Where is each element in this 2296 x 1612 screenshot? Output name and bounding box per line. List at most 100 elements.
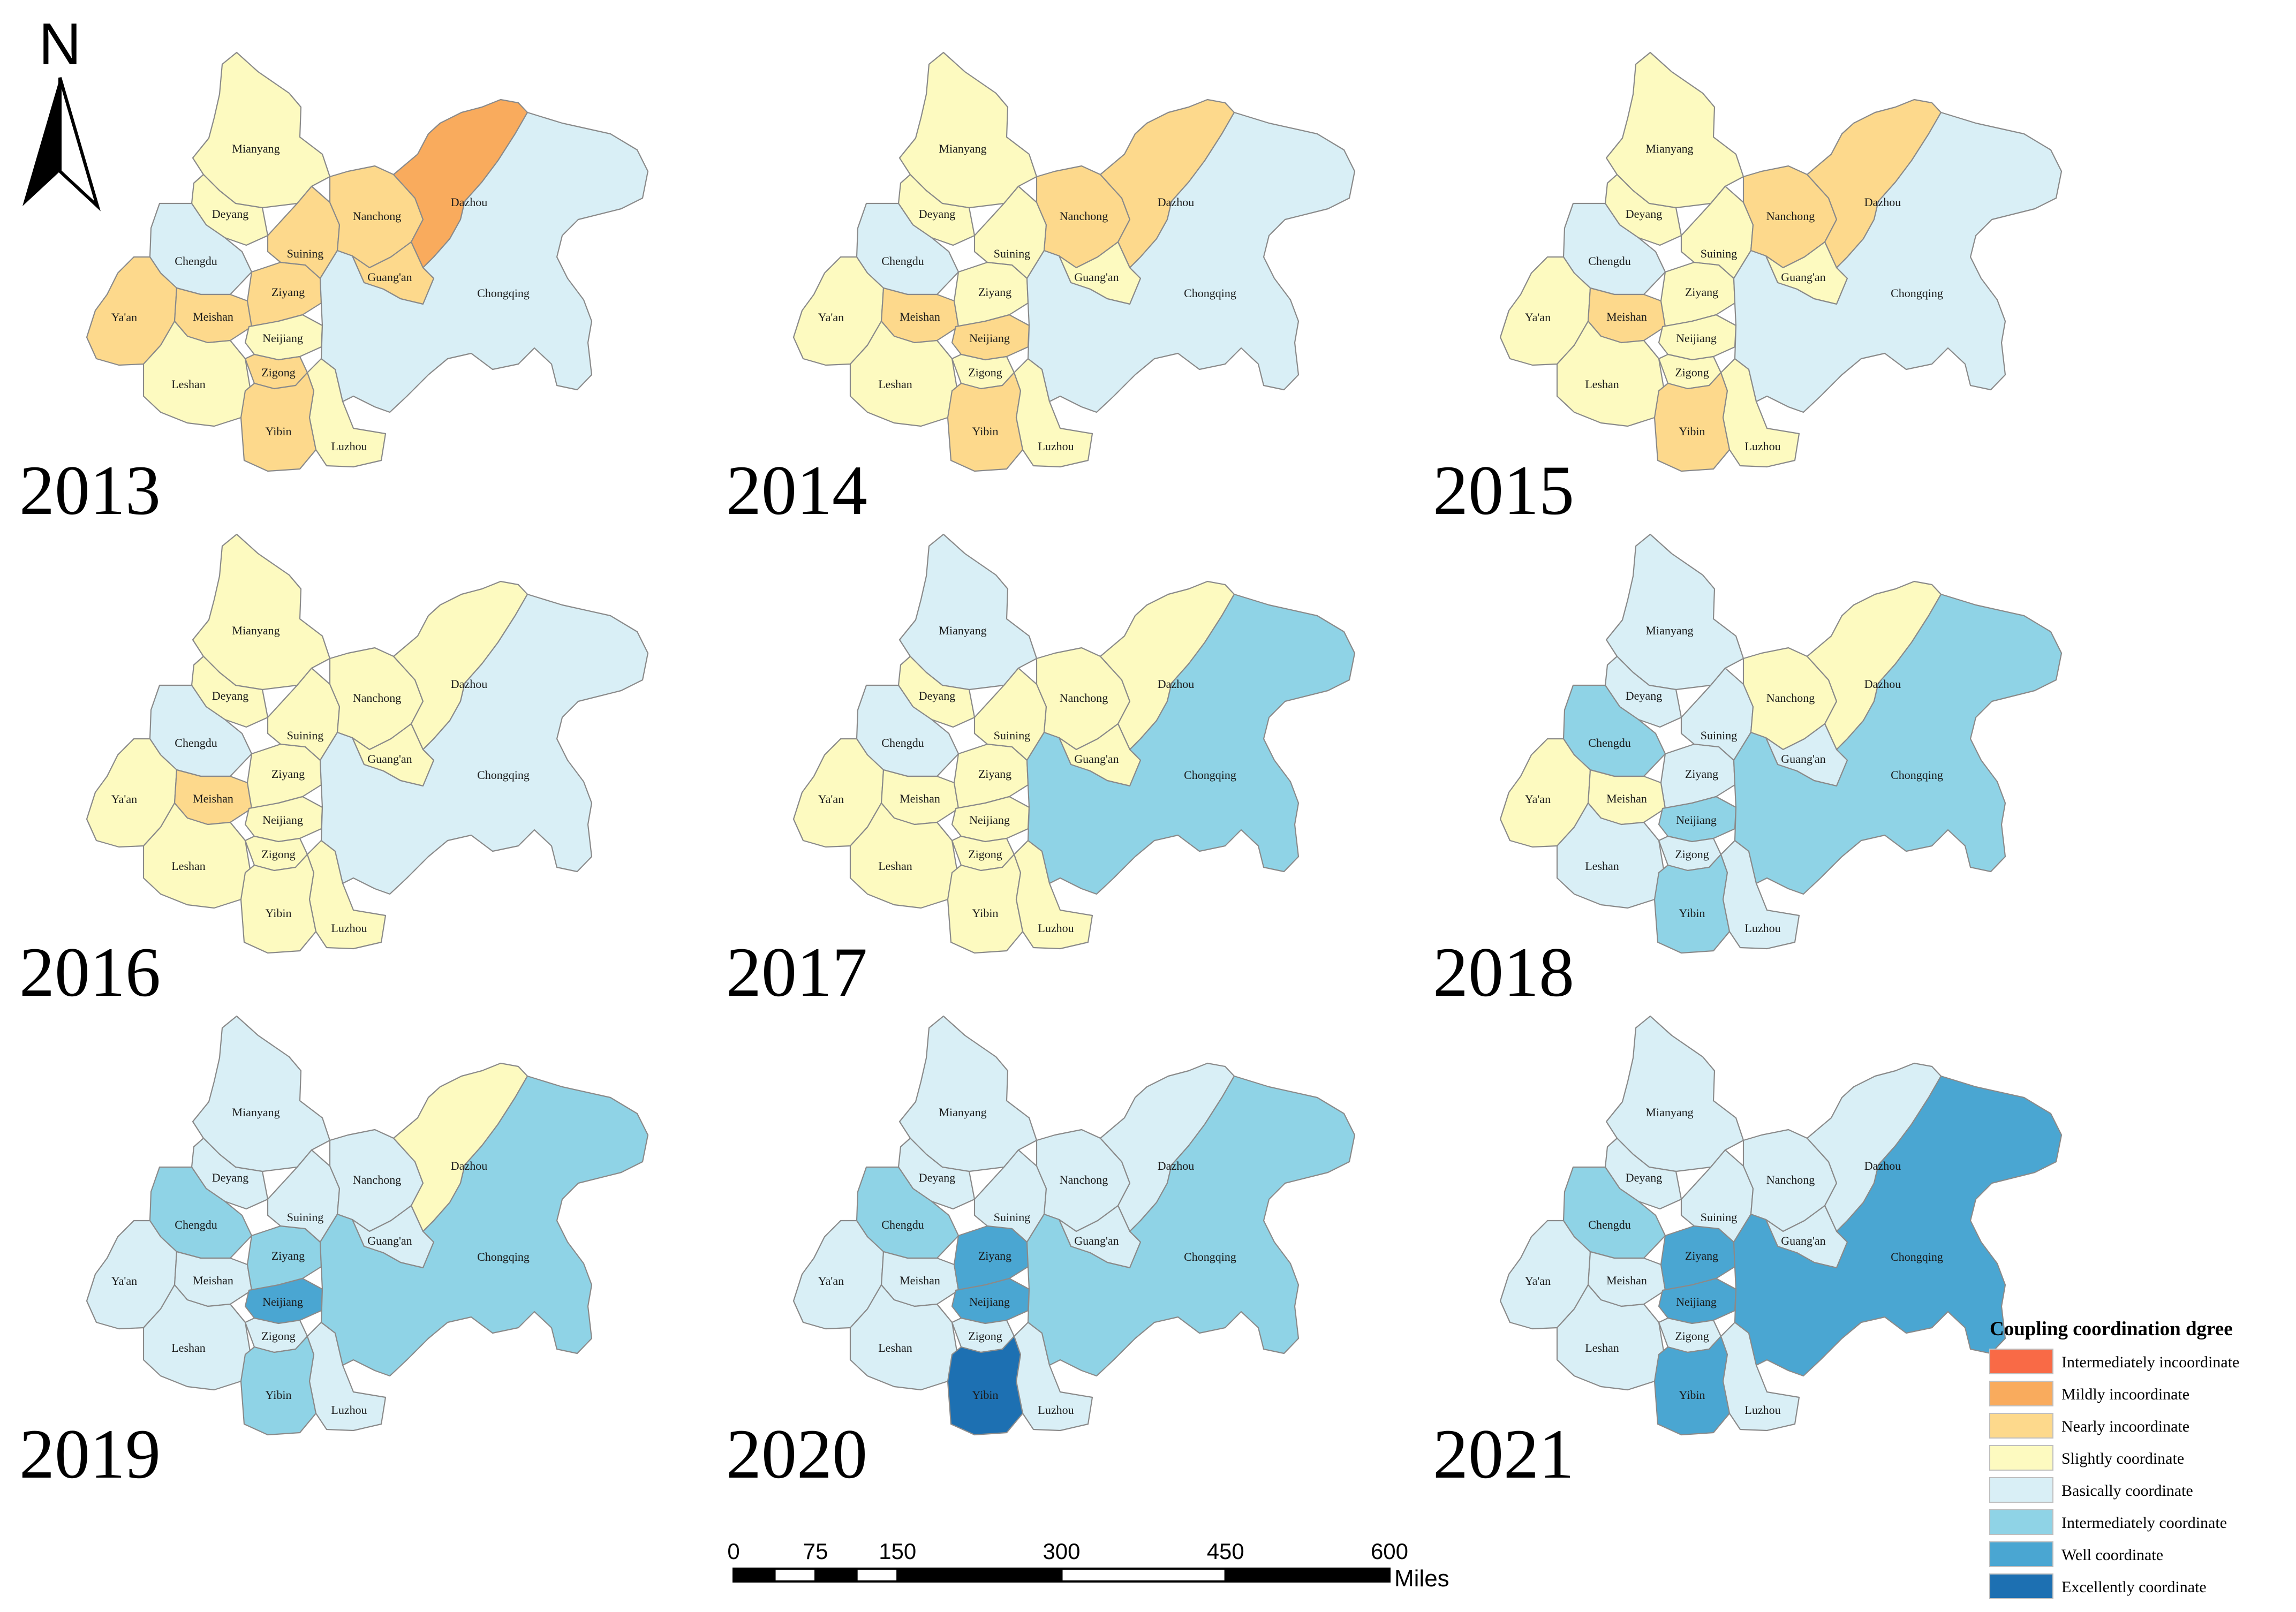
city-label-ziyang: Ziyang bbox=[978, 285, 1011, 299]
city-label-meishan: Meishan bbox=[900, 792, 940, 805]
map-panel-2013: Mianyang Deyang Chengdu Ya'an Meishan Leshan Z… bbox=[19, 51, 649, 529]
city-label-mianyang: Mianyang bbox=[232, 624, 280, 637]
city-label-leshan: Leshan bbox=[171, 377, 206, 391]
city-label-nanchong: Nanchong bbox=[1766, 209, 1815, 223]
map-panel-2019: Mianyang Deyang Chengdu Ya'an Meishan Leshan Z… bbox=[19, 1015, 649, 1493]
city-label-leshan: Leshan bbox=[878, 859, 912, 873]
city-label-yibin: Yibin bbox=[266, 425, 292, 438]
city-label-nanchong: Nanchong bbox=[353, 1173, 401, 1186]
city-label-nanchong: Nanchong bbox=[1060, 691, 1108, 705]
region-yaan bbox=[1499, 1220, 1591, 1330]
city-label-yibin: Yibin bbox=[266, 906, 292, 920]
region-neijiang bbox=[951, 314, 1030, 361]
legend-label: Intermediately incoordinate bbox=[2061, 1353, 2239, 1371]
city-label-yibin: Yibin bbox=[1679, 1388, 1705, 1402]
city-label-yaan: Ya'an bbox=[111, 311, 137, 324]
city-label-luzhou: Luzhou bbox=[1038, 921, 1074, 935]
city-label-yibin: Yibin bbox=[972, 906, 999, 920]
city-label-chengdu: Chengdu bbox=[881, 254, 924, 268]
region-neijiang bbox=[1658, 1277, 1737, 1325]
legend-swatch bbox=[1989, 1413, 2053, 1439]
city-label-chongqing: Chongqing bbox=[1184, 768, 1236, 782]
city-label-chengdu: Chengdu bbox=[881, 1218, 924, 1231]
year-label: 2020 bbox=[726, 1414, 867, 1493]
city-label-mianyang: Mianyang bbox=[939, 142, 986, 155]
city-label-chengdu: Chengdu bbox=[1588, 1218, 1630, 1231]
city-label-zigong: Zigong bbox=[1675, 847, 1709, 861]
scale-segment bbox=[732, 1568, 776, 1583]
city-label-deyang: Deyang bbox=[1626, 689, 1662, 702]
region-chongqing bbox=[1026, 1075, 1356, 1377]
city-label-luzhou: Luzhou bbox=[1038, 440, 1074, 453]
region-yaan bbox=[86, 256, 178, 366]
city-label-meishan: Meishan bbox=[193, 792, 233, 805]
city-label-luzhou: Luzhou bbox=[331, 921, 367, 935]
year-label: 2017 bbox=[726, 933, 867, 1011]
city-label-guangan: Guang'an bbox=[1781, 270, 1825, 284]
city-label-deyang: Deyang bbox=[1626, 1171, 1662, 1184]
scale-bar: 0 75 150 300 450 600 Miles bbox=[727, 1539, 1449, 1592]
city-label-dazhou: Dazhou bbox=[1158, 195, 1194, 209]
legend: Coupling coordination dgree Intermediate… bbox=[1989, 1318, 2239, 1599]
legend-label: Excellently coordinate bbox=[2061, 1578, 2207, 1596]
region-chongqing bbox=[1026, 111, 1356, 413]
city-label-suining: Suining bbox=[287, 1210, 323, 1224]
region-neijiang bbox=[1658, 314, 1737, 361]
scale-segment bbox=[855, 1568, 899, 1583]
city-label-dazhou: Dazhou bbox=[1864, 195, 1901, 209]
city-label-nanchong: Nanchong bbox=[1766, 691, 1815, 705]
map-panels: Mianyang Deyang Chengdu Ya'an Meishan Leshan Z… bbox=[19, 51, 2063, 1493]
city-label-ziyang: Ziyang bbox=[1685, 1249, 1718, 1262]
city-label-leshan: Leshan bbox=[171, 859, 206, 873]
scale-segment bbox=[773, 1568, 817, 1583]
city-label-guangan: Guang'an bbox=[1781, 1234, 1825, 1247]
city-label-ziyang: Ziyang bbox=[978, 1249, 1011, 1262]
city-label-neijiang: Neijiang bbox=[262, 331, 303, 345]
legend-swatch bbox=[1989, 1509, 2053, 1535]
city-label-ziyang: Ziyang bbox=[1685, 767, 1718, 781]
city-label-yaan: Ya'an bbox=[818, 792, 844, 806]
year-label: 2014 bbox=[726, 451, 867, 529]
city-label-zigong: Zigong bbox=[968, 366, 1002, 379]
city-label-mianyang: Mianyang bbox=[232, 142, 280, 155]
city-label-mianyang: Mianyang bbox=[1645, 1106, 1693, 1119]
city-label-yaan: Ya'an bbox=[111, 792, 137, 806]
city-label-zigong: Zigong bbox=[968, 847, 1002, 861]
city-label-suining: Suining bbox=[994, 247, 1030, 260]
city-label-chongqing: Chongqing bbox=[1184, 286, 1236, 300]
region-yaan bbox=[86, 1220, 178, 1330]
city-label-meishan: Meishan bbox=[900, 1274, 940, 1287]
city-label-deyang: Deyang bbox=[212, 1171, 248, 1184]
legend-swatch bbox=[1989, 1541, 2053, 1567]
city-label-neijiang: Neijiang bbox=[969, 331, 1010, 345]
city-label-luzhou: Luzhou bbox=[1744, 921, 1780, 935]
city-label-chongqing: Chongqing bbox=[477, 768, 530, 782]
city-label-suining: Suining bbox=[287, 729, 323, 742]
region-neijiang bbox=[244, 314, 323, 361]
legend-label: Mildly incoordinate bbox=[2061, 1386, 2189, 1403]
map-panel-2016: Mianyang Deyang Chengdu Ya'an Meishan Leshan Z… bbox=[19, 533, 649, 1011]
city-label-chongqing: Chongqing bbox=[1891, 1250, 1943, 1263]
city-label-suining: Suining bbox=[287, 247, 323, 260]
city-label-yibin: Yibin bbox=[972, 1388, 999, 1402]
city-label-ziyang: Ziyang bbox=[978, 767, 1011, 781]
city-label-dazhou: Dazhou bbox=[451, 195, 487, 209]
city-label-deyang: Deyang bbox=[919, 207, 955, 221]
city-label-dazhou: Dazhou bbox=[1158, 1159, 1194, 1172]
region-yaan bbox=[792, 738, 885, 848]
city-label-luzhou: Luzhou bbox=[331, 440, 367, 453]
north-label: N bbox=[39, 11, 81, 77]
city-label-yibin: Yibin bbox=[972, 425, 999, 438]
city-label-suining: Suining bbox=[1701, 247, 1737, 260]
city-label-nanchong: Nanchong bbox=[1060, 1173, 1108, 1186]
region-chongqing bbox=[319, 111, 649, 413]
city-label-dazhou: Dazhou bbox=[1864, 677, 1901, 691]
city-label-meishan: Meishan bbox=[1606, 792, 1647, 805]
city-label-zigong: Zigong bbox=[261, 366, 296, 379]
city-label-chengdu: Chengdu bbox=[175, 1218, 217, 1231]
city-label-chengdu: Chengdu bbox=[881, 736, 924, 750]
city-label-yibin: Yibin bbox=[1679, 906, 1705, 920]
scale-tick-label: 450 bbox=[1207, 1539, 1244, 1564]
city-label-suining: Suining bbox=[994, 729, 1030, 742]
legend-label: Basically coordinate bbox=[2061, 1482, 2193, 1500]
